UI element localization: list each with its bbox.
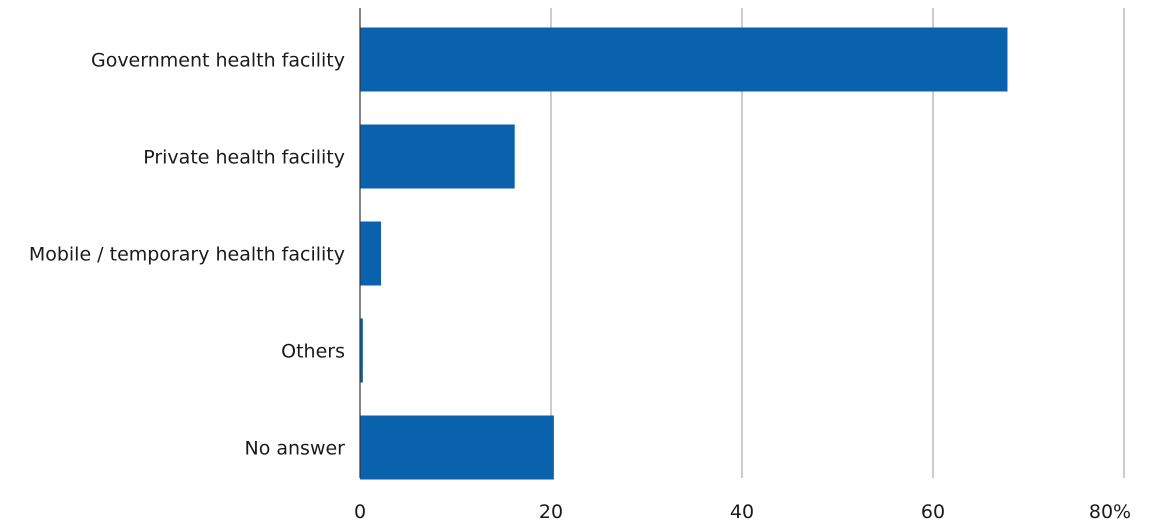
- category-label-0: Government health facility: [91, 50, 345, 72]
- bar-3: [360, 318, 363, 383]
- category-labels: Government health facility Private health…: [29, 50, 345, 460]
- bar-1: [360, 124, 515, 189]
- x-tick-label-3: 60: [921, 501, 945, 523]
- x-tick-label-4: 80%: [1089, 501, 1131, 523]
- category-label-1: Private health facility: [143, 147, 345, 169]
- x-tick-label-1: 20: [539, 501, 563, 523]
- bar-0: [360, 27, 1008, 92]
- bars: [360, 27, 1008, 480]
- bar-4: [360, 415, 554, 480]
- category-label-3: Others: [281, 341, 345, 363]
- x-tick-label-2: 40: [730, 501, 754, 523]
- tick-labels: 0 20 40 60 80%: [354, 501, 1131, 523]
- category-label-4: No answer: [244, 438, 345, 460]
- category-label-2: Mobile / temporary health facility: [29, 244, 345, 266]
- x-tick-label-0: 0: [354, 501, 366, 523]
- bar-2: [360, 221, 382, 286]
